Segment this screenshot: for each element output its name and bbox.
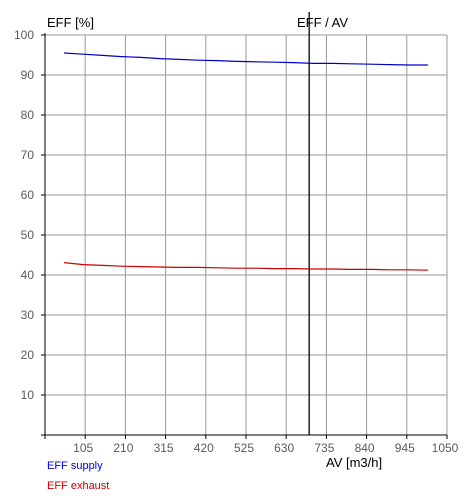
x-tick-label: 630 <box>274 441 294 455</box>
axes: 10 20 30 40 50 60 70 80 90 100 105 210 315 420 525 630 7… <box>14 28 459 455</box>
x-tick-label: 105 <box>73 441 93 455</box>
series-line-0 <box>64 52 428 66</box>
chart-title: EFF / AV <box>297 15 348 30</box>
x-tick-label: 420 <box>194 441 214 455</box>
x-tick-label: 210 <box>113 441 133 455</box>
x-tick-label: 525 <box>234 441 254 455</box>
x-tick-label: 1050 <box>432 441 459 455</box>
y-tick-label: 90 <box>21 68 35 82</box>
series-line-1 <box>64 262 428 271</box>
y-tick-label: 60 <box>21 188 35 202</box>
y-tick-label: 80 <box>21 108 35 122</box>
legend-entry-exhaust: EFF exhaust <box>47 480 110 492</box>
x-axis-label: AV [m3/h] <box>326 455 382 470</box>
x-tick-label: 735 <box>314 441 334 455</box>
y-tick-label: 20 <box>21 348 35 362</box>
x-tick-label: 315 <box>154 441 174 455</box>
grid <box>45 34 448 435</box>
x-tick-label: 945 <box>395 441 415 455</box>
y-tick-label: 10 <box>21 388 35 402</box>
plot-area <box>64 12 428 435</box>
y-tick-label: 30 <box>21 308 35 322</box>
y-axis-label: EFF [%] <box>47 15 94 30</box>
y-tick-label: 100 <box>14 28 34 42</box>
y-tick-label: 40 <box>21 268 35 282</box>
x-tick-label: 840 <box>355 441 375 455</box>
y-tick-label: 50 <box>21 228 35 242</box>
legend-entry-supply: EFF supply <box>47 460 103 472</box>
y-tick-label: 70 <box>21 148 35 162</box>
